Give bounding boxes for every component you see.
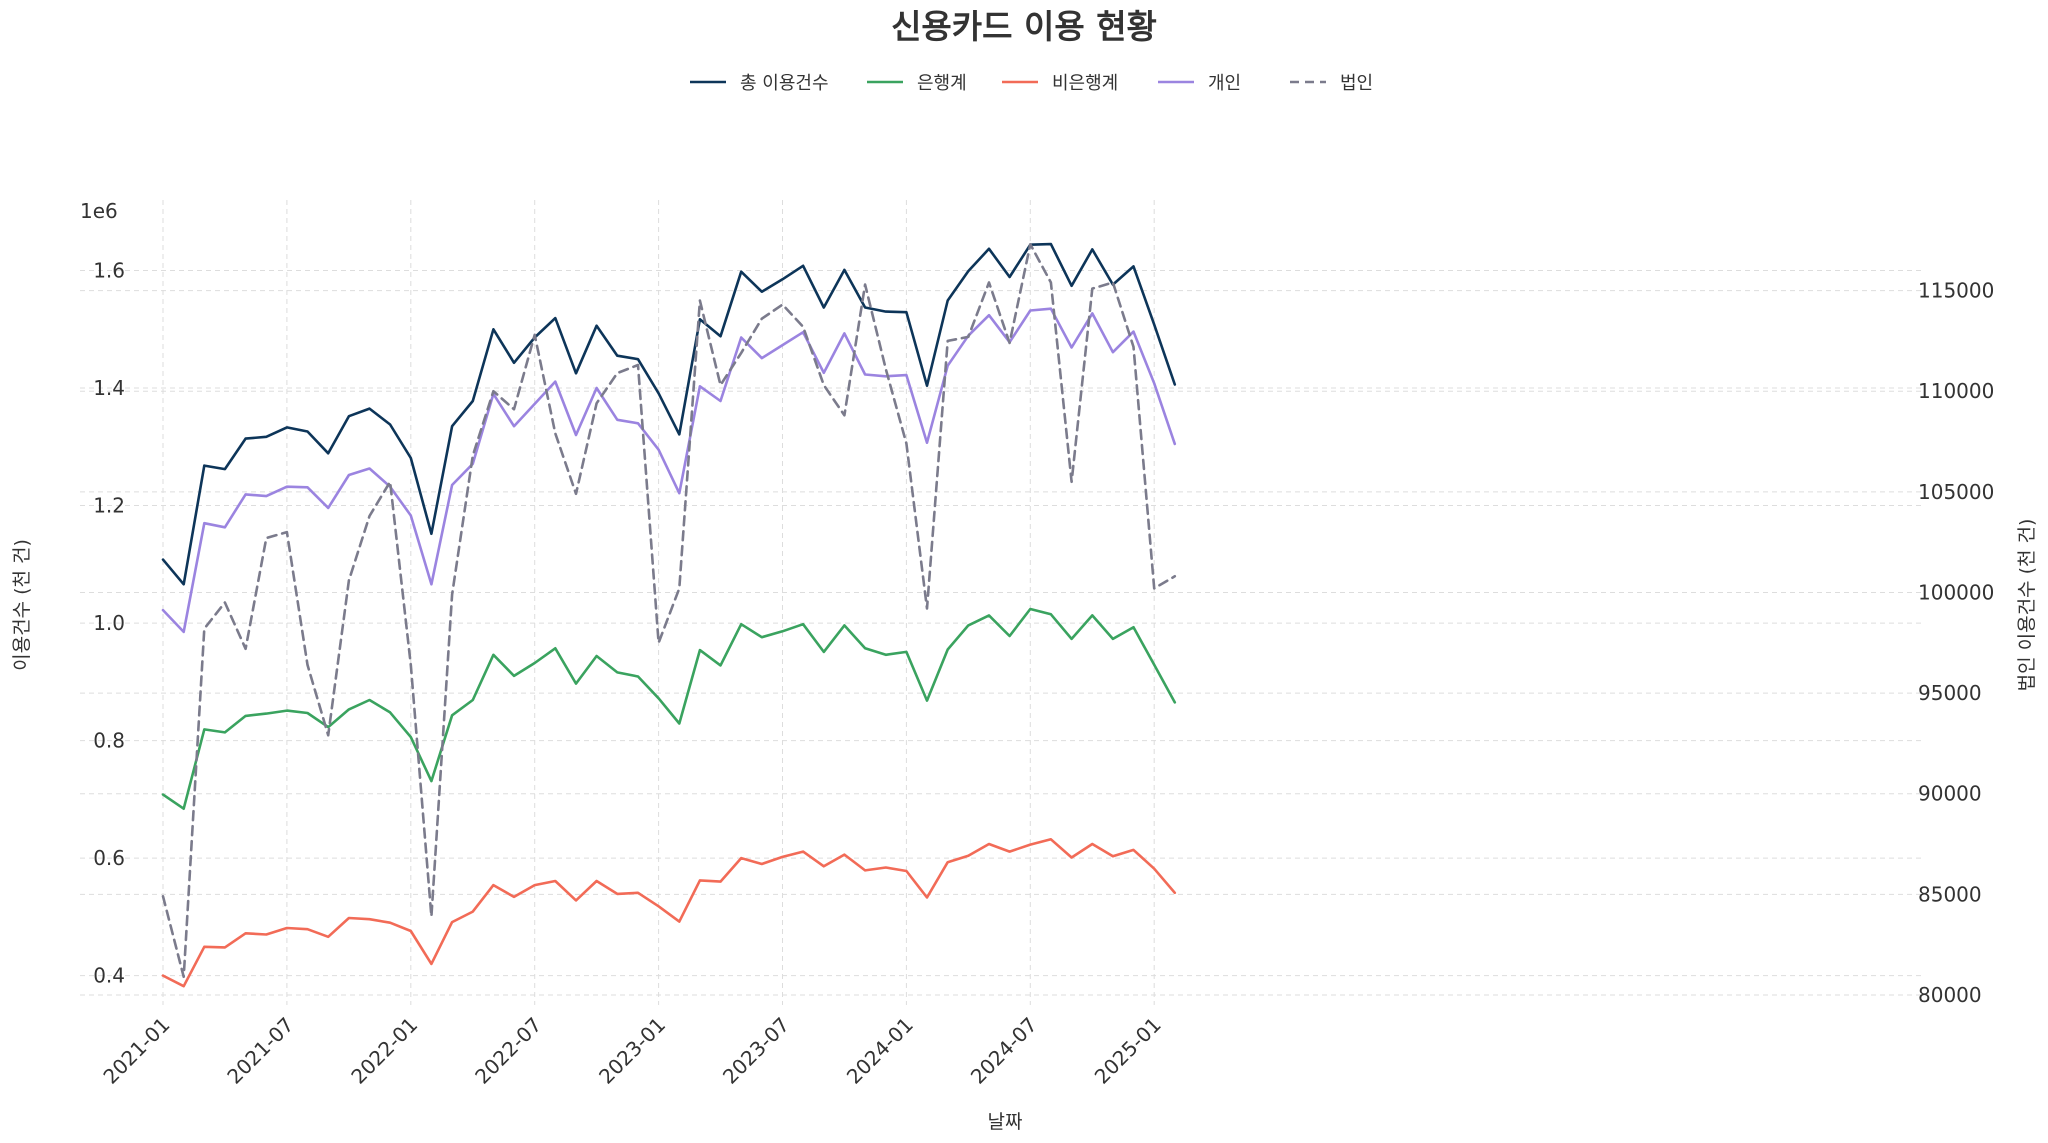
y-tick-left-label: 0.6 [93, 846, 125, 870]
x-tick-label: 2021-07 [222, 1013, 298, 1089]
y-offset-label: 1e6 [80, 199, 118, 223]
legend-label: 은행계 [917, 73, 967, 94]
x-tick-label: 2022-07 [470, 1013, 546, 1089]
y-tick-left-label: 0.8 [93, 729, 125, 753]
y-tick-right-label: 95000 [1918, 681, 1982, 705]
series-line [161, 242, 1177, 586]
y-tick-right-label: 105000 [1918, 480, 1994, 504]
y-tick-right-label: 80000 [1918, 983, 1982, 1007]
series-line [161, 243, 1177, 979]
grid-lines [80, 200, 1925, 1005]
y-axis-left-label: 이용건수 (천 건) [11, 539, 33, 671]
x-tick-label: 2024-01 [842, 1013, 918, 1089]
series-line [161, 307, 1177, 634]
legend-label: 법인 [1340, 73, 1373, 94]
x-tick-label: 2024-07 [966, 1013, 1042, 1089]
x-tick-label: 2023-07 [718, 1013, 794, 1089]
y-tick-right-label: 85000 [1918, 882, 1982, 906]
y-tick-right-label: 110000 [1918, 379, 1994, 403]
y-tick-left-label: 1.0 [93, 611, 125, 635]
x-tick-label: 2021-01 [98, 1013, 174, 1089]
series-line [161, 837, 1177, 988]
legend-label: 총 이용건수 [740, 73, 829, 94]
series-line [161, 607, 1177, 811]
x-axis-label: 날짜 [988, 1111, 1023, 1133]
y-axis-right-label: 법인 이용건수 (천 건) [2016, 519, 2038, 692]
y-tick-right-label: 90000 [1918, 782, 1982, 806]
y-axis-left: 0.4 0.6 0.8 1.0 1.2 1.4 1.6 [93, 259, 125, 988]
x-axis: 2021-01 2021-07 2022-01 2022-07 2023-01 2023-… [98, 1013, 1165, 1089]
x-tick-label: 2022-01 [346, 1013, 422, 1089]
y-tick-left-label: 1.2 [93, 494, 125, 518]
series-lines [161, 242, 1177, 988]
chart-legend: 총 이용건수 은행계 비은행계 개인 법인 [690, 73, 1373, 94]
x-tick-label: 2025-01 [1090, 1013, 1166, 1089]
legend-label: 개인 [1208, 73, 1241, 94]
x-tick-label: 2023-01 [594, 1013, 670, 1089]
y-tick-left-label: 0.4 [93, 964, 125, 988]
y-axis-right: 80000 85000 90000 95000 100000 105000 110000 11… [1918, 279, 1994, 1007]
y-tick-left-label: 1.6 [93, 259, 125, 283]
y-tick-right-label: 115000 [1918, 279, 1994, 303]
chart-title: 신용카드 이용 현황 [891, 7, 1157, 46]
legend-label: 비은행계 [1052, 73, 1118, 94]
y-tick-right-label: 100000 [1918, 580, 1994, 604]
y-tick-left-label: 1.4 [93, 376, 125, 400]
